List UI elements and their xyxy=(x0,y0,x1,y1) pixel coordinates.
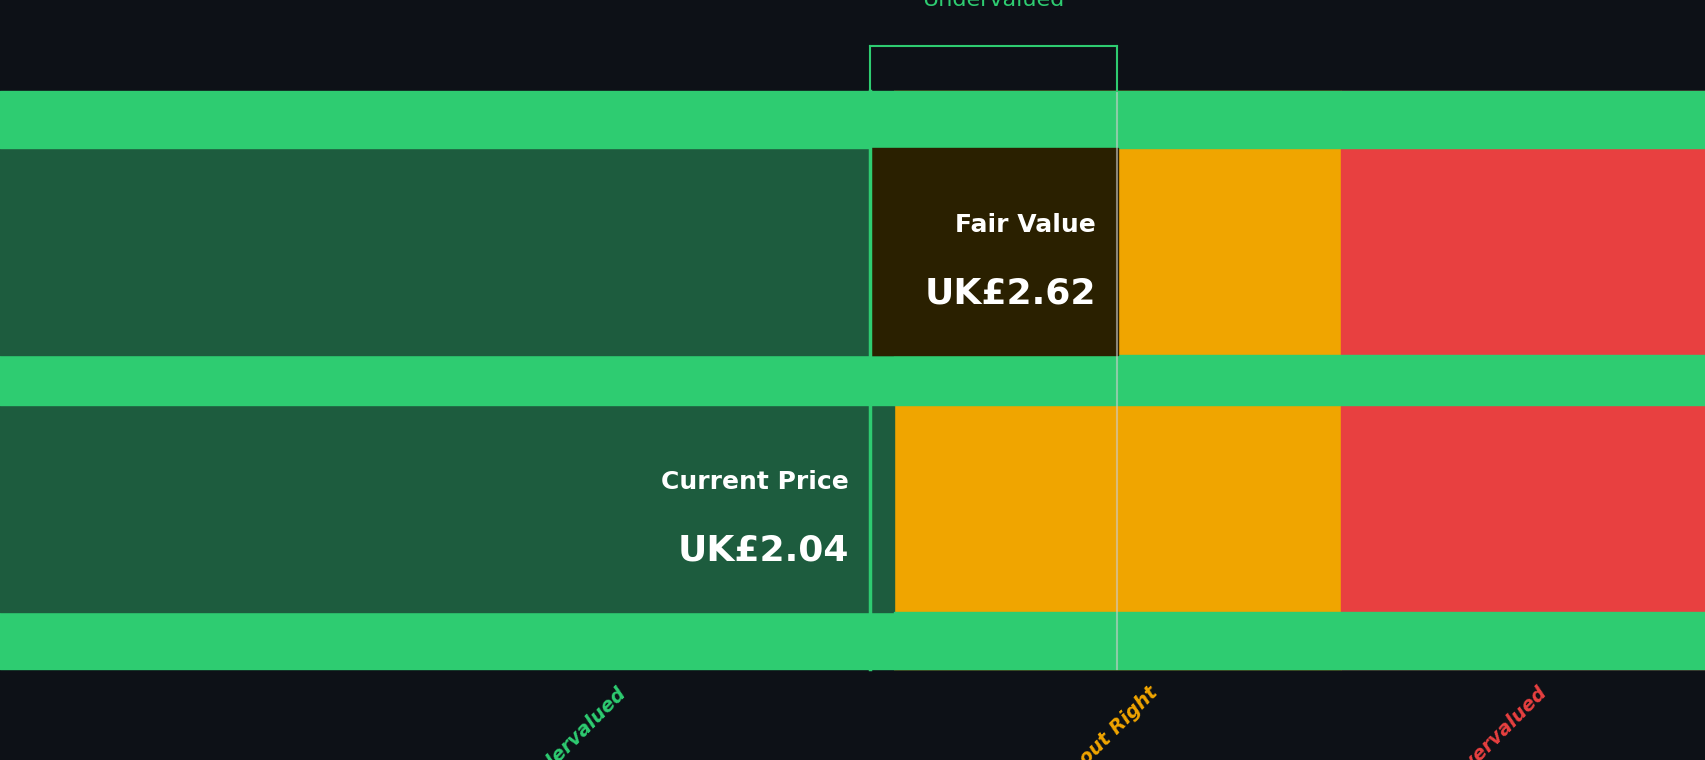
Text: 20% Overvalued: 20% Overvalued xyxy=(1410,684,1550,760)
Text: Undervalued: Undervalued xyxy=(922,0,1064,10)
Text: About Right: About Right xyxy=(1055,684,1161,760)
Text: Current Price: Current Price xyxy=(660,470,849,494)
Text: Fair Value: Fair Value xyxy=(955,213,1096,236)
Text: UK£2.04: UK£2.04 xyxy=(677,534,849,568)
Text: UK£2.62: UK£2.62 xyxy=(924,276,1096,310)
Text: 20% Undervalued: 20% Undervalued xyxy=(479,684,629,760)
